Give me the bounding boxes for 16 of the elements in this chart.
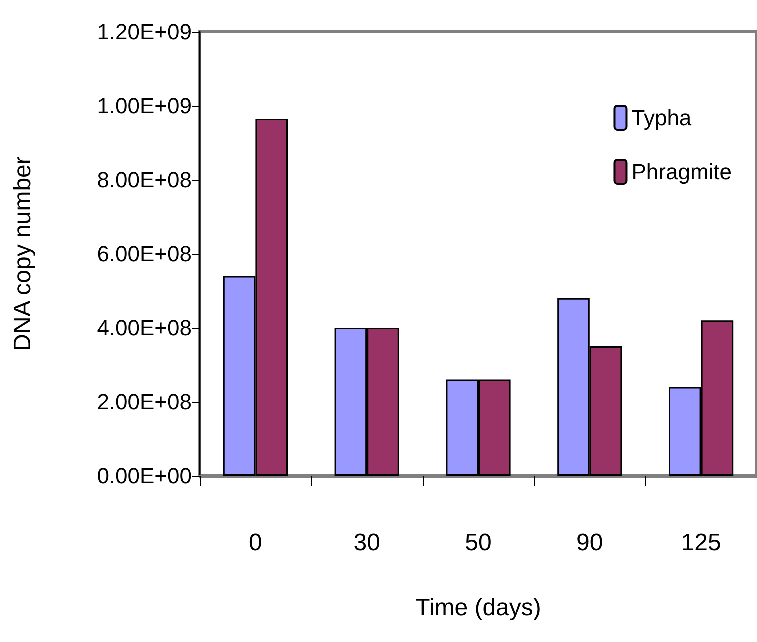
x-axis-title: Time (days) bbox=[416, 594, 542, 622]
legend-label: Typha bbox=[632, 106, 692, 130]
x-tick-label: 30 bbox=[354, 530, 380, 556]
x-tick-label: 90 bbox=[576, 530, 604, 556]
y-tick-label: 2.00E+08 bbox=[97, 390, 192, 414]
y-tick-label: 0.00E+00 bbox=[97, 464, 192, 488]
x-tick-label: 125 bbox=[681, 530, 722, 556]
y-axis-title: DNA copy number bbox=[10, 156, 36, 352]
x-tick-label: 50 bbox=[465, 530, 492, 556]
y-tick-label: 6.00E+08 bbox=[97, 242, 192, 266]
y-tick-label: 4.00E+08 bbox=[97, 316, 192, 340]
y-tick-label: 1.20E+09 bbox=[97, 20, 192, 44]
x-tick-label: 0 bbox=[249, 530, 262, 556]
legend-label: Phragmite bbox=[632, 160, 732, 184]
y-tick-label: 1.00E+09 bbox=[97, 94, 192, 118]
y-tick-label: 8.00E+08 bbox=[97, 168, 192, 192]
